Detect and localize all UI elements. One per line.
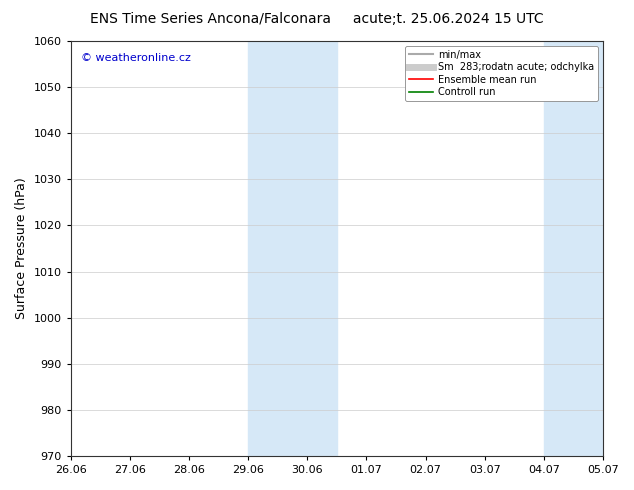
Text: © weatheronline.cz: © weatheronline.cz xyxy=(81,53,191,64)
Bar xyxy=(248,41,337,456)
Bar xyxy=(544,41,603,456)
Y-axis label: Surface Pressure (hPa): Surface Pressure (hPa) xyxy=(15,178,28,319)
Legend: min/max, Sm  283;rodatn acute; odchylka, Ensemble mean run, Controll run: min/max, Sm 283;rodatn acute; odchylka, … xyxy=(405,46,598,101)
Text: ENS Time Series Ancona/Falconara     acute;t. 25.06.2024 15 UTC: ENS Time Series Ancona/Falconara acute;t… xyxy=(90,12,544,26)
